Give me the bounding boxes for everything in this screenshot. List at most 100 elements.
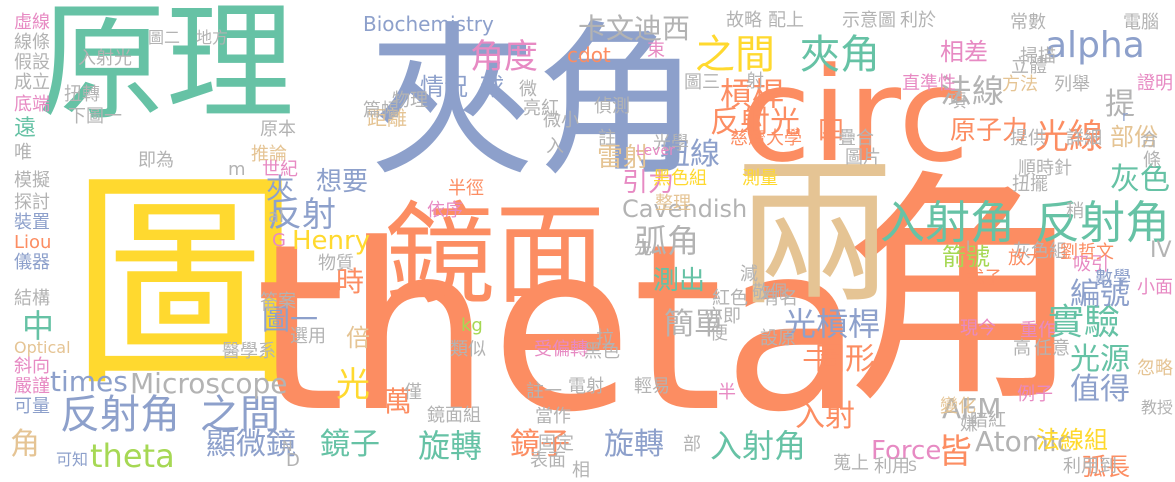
cloud-word: 光 xyxy=(336,365,370,405)
cloud-word: 受偏轉 xyxy=(534,339,588,360)
cloud-word: 掃描 xyxy=(1020,46,1056,67)
cloud-word: 圖形 xyxy=(815,342,875,377)
cloud-word: 卡文迪西 xyxy=(578,12,691,45)
cloud-word: Liou xyxy=(14,232,52,253)
cloud-word: 劉哲文 xyxy=(1060,242,1114,263)
cloud-word: 現今 xyxy=(960,318,996,339)
cloud-word: 圖三 xyxy=(684,72,720,93)
cloud-word: 證明 xyxy=(1137,73,1173,94)
cloud-word: 扭擺 xyxy=(1012,174,1048,195)
cloud-word: 篇幅 xyxy=(363,100,399,121)
cloud-word: 中 xyxy=(22,307,55,345)
cloud-word: 槓桿 xyxy=(720,75,785,113)
cloud-word: 類似 xyxy=(450,339,486,360)
cloud-word: 條 xyxy=(1143,150,1161,171)
cloud-word: 提 xyxy=(1105,87,1135,122)
cloud-word: Atomic xyxy=(975,425,1073,458)
cloud-word: 測量 xyxy=(742,168,778,189)
cloud-word: 角 xyxy=(840,150,1085,435)
cloud-word: 倍 xyxy=(346,324,370,352)
cloud-word: 模擬 xyxy=(14,170,50,191)
cloud-word: 利用到 xyxy=(1063,456,1117,477)
cloud-word: 答案 xyxy=(260,291,296,312)
cloud-word: 法線組 xyxy=(1036,426,1108,454)
cloud-word: 實驗 xyxy=(1048,302,1121,343)
cloud-word: Lever xyxy=(636,143,675,159)
cloud-word: N xyxy=(282,439,293,455)
cloud-word: II xyxy=(262,299,271,315)
cloud-word: 利於 xyxy=(900,10,936,31)
cloud-word: 微小 xyxy=(543,110,579,131)
cloud-word: 扭線 xyxy=(660,137,720,172)
cloud-word: 射 xyxy=(746,71,764,92)
cloud-word: 圖 xyxy=(70,151,301,418)
cloud-word: 電腦 xyxy=(1123,12,1159,33)
cloud-word: 輕易 xyxy=(634,376,670,397)
cloud-word: 反射角 xyxy=(1035,196,1171,249)
cloud-word: I xyxy=(966,239,971,255)
cloud-word: 鏡面 xyxy=(385,191,605,319)
cloud-word: 數學 xyxy=(1095,268,1131,289)
cloud-word: 下圖一 xyxy=(68,106,122,127)
cloud-word: 之間 xyxy=(695,32,775,78)
cloud-word: 便 xyxy=(710,323,728,344)
cloud-word: D xyxy=(286,450,300,471)
cloud-word: 示意圖 xyxy=(842,10,896,31)
cloud-word: 變化 xyxy=(940,396,976,417)
cloud-word: 重作 xyxy=(1020,320,1056,341)
cloud-word: 夾角 xyxy=(800,32,880,78)
cloud-word: 先 xyxy=(634,238,652,259)
cloud-word: 引力 xyxy=(622,168,675,198)
cloud-word: 反射光 xyxy=(710,105,800,140)
cloud-word: 亦即 xyxy=(705,306,741,327)
cloud-word: 部份 xyxy=(1110,123,1158,151)
cloud-word: 可知 xyxy=(56,450,89,469)
cloud-word: 紅色 xyxy=(712,288,748,309)
cloud-word: 表面 xyxy=(530,450,566,471)
cloud-word: Optical xyxy=(14,338,71,357)
cloud-word: 反射角 xyxy=(60,392,180,438)
cloud-word: 疊合 xyxy=(838,128,874,149)
cloud-word: 旋轉 xyxy=(604,427,664,462)
cloud-word: 整理 xyxy=(655,193,691,214)
cloud-word: times xyxy=(50,365,128,398)
cloud-word: 假設 xyxy=(14,52,50,73)
cloud-word: 圖一 xyxy=(262,303,319,336)
cloud-word: 僅 xyxy=(404,382,422,403)
cloud-word: 光學 xyxy=(653,133,689,154)
cloud-word: 相差 xyxy=(940,38,988,66)
cloud-word: 箭號 xyxy=(942,243,990,271)
cloud-word: 任意 xyxy=(1034,338,1070,359)
cloud-word: 簡單 xyxy=(664,307,724,342)
cloud-word: 入 xyxy=(546,136,564,157)
cloud-word: 線條 xyxy=(14,32,50,53)
cloud-word: 註 xyxy=(598,128,616,149)
cloud-word: r xyxy=(1122,109,1128,125)
cloud-word: 灰色 xyxy=(1110,162,1170,197)
cloud-word: 唯 xyxy=(14,142,32,163)
cloud-word: 直準性 xyxy=(902,73,956,94)
cloud-word: 醫學系 xyxy=(222,341,276,362)
cloud-word: 稍 xyxy=(1066,201,1084,222)
cloud-word: S xyxy=(908,459,917,475)
cloud-word: 利用 xyxy=(874,456,910,477)
cloud-word: 底端 xyxy=(14,94,50,115)
cloud-word: 原理 xyxy=(38,0,295,138)
cloud-word: 黑色組 xyxy=(653,168,707,189)
cloud-word: 鏡面組 xyxy=(427,405,481,426)
cloud-word: 有名 xyxy=(762,288,798,309)
cloud-word: 結構 xyxy=(14,288,50,309)
cloud-word: 蒐上 xyxy=(833,453,869,474)
cloud-word: 探討 xyxy=(14,192,50,213)
cloud-word: 地方 xyxy=(196,28,229,47)
cloud-word: 皆 xyxy=(938,432,972,472)
cloud-word: 電射 xyxy=(568,376,604,397)
cloud-word: 嚴謹 xyxy=(14,376,50,397)
cloud-word: 固定 xyxy=(538,433,574,454)
cloud-word: 顯微鏡 xyxy=(206,427,296,462)
cloud-word: theta xyxy=(255,196,864,463)
cloud-word: 灰色組 xyxy=(1013,241,1067,262)
cloud-word: 註一 xyxy=(526,381,562,402)
cloud-word: 光源 xyxy=(1070,342,1130,377)
